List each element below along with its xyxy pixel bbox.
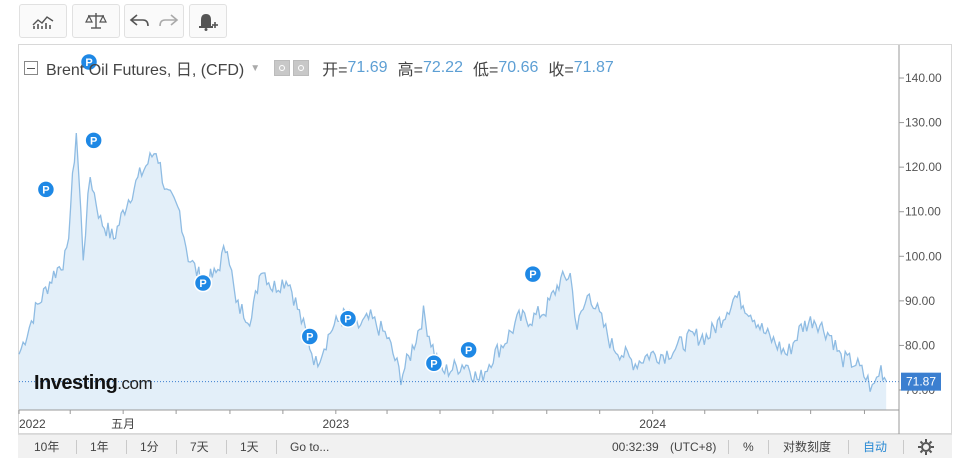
x-tick-label: 2024 bbox=[639, 417, 666, 431]
visibility-toggle-icon[interactable] bbox=[274, 60, 291, 76]
clock-time: 00:32:39 bbox=[612, 440, 659, 454]
y-tick-label: 110.00 bbox=[905, 205, 941, 219]
percent-scale-button[interactable]: % bbox=[743, 440, 754, 454]
log-scale-button[interactable]: 对数刻度 bbox=[783, 440, 832, 454]
auto-scale-button[interactable]: 自动 bbox=[863, 440, 888, 454]
svg-text:P: P bbox=[42, 184, 49, 196]
timezone-button[interactable]: (UTC+8) bbox=[670, 440, 717, 454]
chart-legend: Brent Oil Futures, 日, (CFD) ▼ 开= 71.69 高=… bbox=[24, 57, 614, 79]
price-area bbox=[19, 133, 887, 410]
redo-arrow-icon[interactable] bbox=[157, 12, 179, 30]
symbol-dropdown-icon[interactable]: ▼ bbox=[250, 62, 261, 74]
svg-text:P: P bbox=[199, 278, 206, 290]
scales-icon bbox=[85, 13, 107, 29]
range-1d[interactable]: 1天 bbox=[240, 440, 259, 454]
p-marker-icon[interactable]: P bbox=[79, 52, 99, 72]
range-7d[interactable]: 7天 bbox=[190, 440, 209, 454]
undo-arrow-icon[interactable] bbox=[129, 12, 151, 30]
p-marker-icon[interactable]: P bbox=[36, 180, 56, 199]
p-marker-icon[interactable]: P bbox=[193, 273, 213, 293]
close-value: 71.87 bbox=[573, 59, 614, 76]
investing-logo: Investing.com bbox=[34, 372, 153, 395]
indicators-button[interactable] bbox=[19, 4, 67, 38]
p-marker-icon[interactable]: P bbox=[424, 354, 444, 373]
price-line bbox=[18, 132, 887, 392]
range-1m[interactable]: 1分 bbox=[140, 440, 159, 454]
svg-text:P: P bbox=[85, 57, 92, 69]
svg-text:P: P bbox=[306, 332, 313, 344]
high-value: 72.22 bbox=[422, 59, 463, 76]
price-tag bbox=[901, 372, 941, 391]
open-value: 71.69 bbox=[347, 59, 388, 76]
y-tick-label: 130.00 bbox=[905, 116, 942, 130]
p-marker-icon[interactable]: P bbox=[300, 327, 320, 346]
range-10y[interactable]: 10年 bbox=[34, 440, 60, 454]
close-label: 收= bbox=[548, 62, 574, 79]
x-axis: 2022 五月 2023 2024 bbox=[18, 409, 899, 431]
price-tag-label: 71.87 bbox=[906, 375, 936, 389]
chart-indicators-icon bbox=[32, 16, 54, 29]
compare-button[interactable] bbox=[72, 4, 120, 38]
logo-brand: Investing bbox=[34, 372, 118, 394]
gear-icon[interactable] bbox=[918, 435, 934, 459]
svg-text:P: P bbox=[430, 358, 437, 370]
y-tick-label: 120.00 bbox=[905, 160, 942, 174]
goto-button[interactable]: Go to... bbox=[290, 440, 330, 454]
logo-suffix: .com bbox=[117, 374, 153, 393]
p-marker-icon[interactable]: P bbox=[338, 309, 358, 328]
bottom-bar: 10年 1年 1分 7天 1天 Go to... 00:32:39 (UTC+8… bbox=[18, 434, 952, 458]
p-marker-icon[interactable]: P bbox=[84, 131, 103, 150]
bell-plus-icon bbox=[199, 14, 218, 31]
x-tick-label: 2022 bbox=[19, 417, 46, 431]
svg-text:P: P bbox=[344, 314, 351, 326]
svg-text:P: P bbox=[465, 345, 472, 357]
alert-button[interactable] bbox=[189, 4, 227, 38]
p-marker-icon[interactable]: P bbox=[523, 264, 543, 284]
low-value: 70.66 bbox=[498, 59, 539, 76]
chart-toolbar bbox=[0, 0, 960, 44]
p-marker-icon[interactable]: P bbox=[459, 340, 478, 360]
high-label: 高= bbox=[397, 62, 423, 79]
settings-toggle-icon[interactable] bbox=[293, 60, 310, 76]
symbol-name[interactable]: Brent Oil Futures, 日, (CFD) bbox=[46, 62, 245, 79]
y-tick-label: 90.00 bbox=[905, 294, 935, 308]
y-tick-label: 80.00 bbox=[905, 338, 935, 352]
low-label: 低= bbox=[472, 62, 499, 79]
y-tick-label: 100.00 bbox=[905, 249, 942, 263]
y-tick-label: 140.00 bbox=[905, 71, 942, 85]
svg-text:P: P bbox=[529, 269, 536, 281]
svg-text:P: P bbox=[90, 135, 97, 147]
x-tick-label: 五月 bbox=[111, 417, 135, 431]
range-1y[interactable]: 1年 bbox=[90, 440, 109, 454]
open-label: 开= bbox=[322, 62, 348, 79]
collapse-legend-icon[interactable] bbox=[24, 61, 38, 75]
undo-redo-group bbox=[124, 4, 184, 38]
x-tick-label: 2023 bbox=[322, 417, 349, 431]
